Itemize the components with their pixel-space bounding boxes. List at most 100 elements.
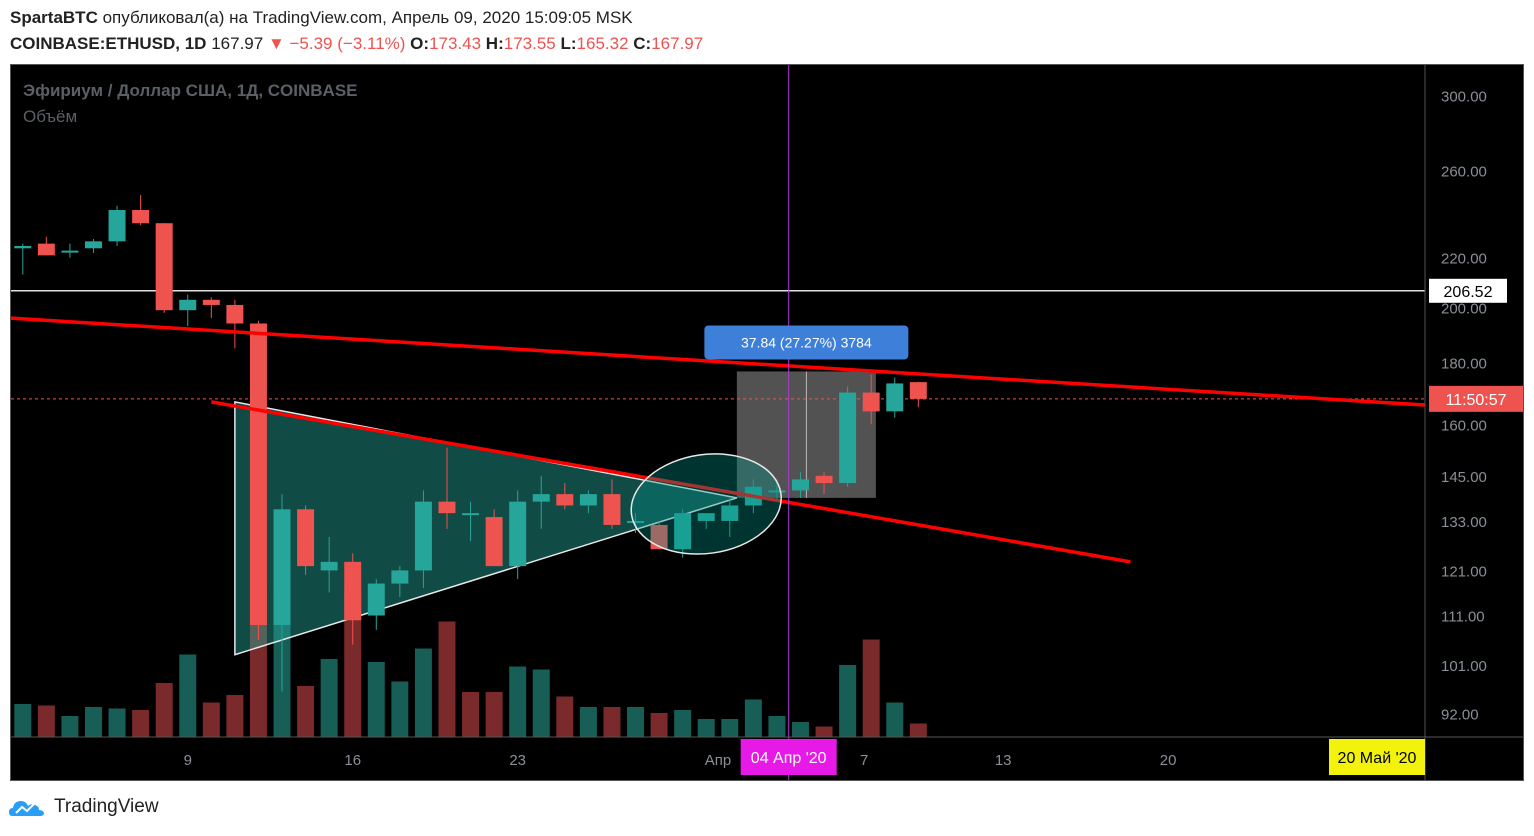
volume-bar	[579, 707, 597, 737]
volume-bar	[627, 707, 645, 737]
close-label: C:	[633, 34, 652, 53]
candle-body	[367, 583, 385, 616]
author-name[interactable]: SpartaBTC	[10, 8, 98, 27]
volume-bar	[839, 665, 857, 737]
measure-label-box	[704, 325, 909, 360]
countdown-tag-label: 11:50:57	[1445, 392, 1506, 409]
candle-body	[84, 241, 102, 249]
ohlc-info: COINBASE:ETHUSD, 1D 167.97 ▼ −5.39 (−3.1…	[10, 34, 703, 54]
volume-bar	[179, 654, 197, 737]
time-tick-label: 20	[1160, 752, 1177, 769]
volume-bar	[768, 716, 786, 737]
close-value: 167.97	[651, 34, 704, 53]
candle-body	[414, 501, 432, 571]
volume-bar	[532, 669, 550, 737]
open-value: 173.43	[429, 34, 482, 53]
candle-body	[132, 210, 150, 224]
volume-bar	[414, 648, 432, 737]
price-tick-label: 160.00	[1441, 417, 1487, 434]
high-value: 173.55	[503, 34, 556, 53]
candle-body	[155, 223, 173, 311]
candle-body	[886, 383, 904, 412]
time-tick-label: Апр	[705, 752, 731, 769]
down-arrow-icon: ▼	[267, 34, 285, 53]
low-value: 165.32	[576, 34, 629, 53]
volume-bar	[391, 681, 409, 737]
publish-info: SpartaBTC опубликовал(а) на TradingView.…	[10, 8, 633, 28]
price-tick-label: 101.00	[1441, 658, 1487, 675]
price-tick-label: 133.00	[1441, 514, 1487, 531]
volume-bar	[674, 710, 692, 737]
candle-body	[61, 250, 79, 253]
end-date-label: 20 Май '20	[1338, 750, 1417, 767]
price-tick-label: 260.00	[1441, 163, 1487, 180]
volume-bar	[108, 708, 126, 737]
price-tick-label: 220.00	[1441, 251, 1487, 268]
candle-body	[462, 513, 480, 516]
candle-body	[721, 505, 739, 521]
footer: TradingView	[8, 796, 159, 818]
trendline	[11, 316, 1426, 407]
price-tick-label: 180.00	[1441, 356, 1487, 373]
volume-bar	[14, 704, 32, 737]
price-chart[interactable]: 37.84 (27.27%) 3784 300.00 260.00 220.00 20 0…	[11, 65, 1523, 780]
volume-bar	[37, 705, 55, 737]
measure-label: 37.84 (27.27%) 3784	[741, 334, 872, 350]
countdown-tag	[1429, 385, 1523, 412]
volume-bar	[909, 723, 927, 737]
volume-bar	[438, 621, 456, 737]
candle-body	[532, 494, 550, 502]
price-tick-label: 300.00	[1441, 88, 1487, 105]
time-tick-label: 9	[184, 752, 192, 769]
volume-bar	[815, 726, 833, 737]
volume-bar	[744, 699, 762, 737]
candle-body	[791, 479, 809, 491]
volume-bar	[320, 659, 338, 737]
open-label: O:	[410, 34, 430, 53]
candle-body	[344, 561, 362, 621]
price-tick-label: 145.00	[1441, 469, 1487, 486]
time-tick-label: 13	[995, 752, 1012, 769]
candle-body	[909, 382, 927, 399]
candle-body	[226, 304, 244, 324]
volume-bar	[603, 707, 621, 737]
volume-bar	[886, 702, 904, 737]
candle-body	[391, 570, 409, 584]
candle-body	[603, 494, 621, 525]
volume-bar	[862, 639, 880, 737]
volume-bar	[697, 719, 715, 737]
crosshair-date-label: 04 Апр '20	[751, 750, 827, 767]
volume-bar	[226, 695, 244, 737]
volume-bar	[485, 692, 503, 737]
time-tick-label: 23	[509, 752, 526, 769]
candle-body	[273, 509, 291, 626]
crosshair-date-tag	[740, 739, 837, 775]
candle-body	[179, 299, 197, 311]
high-label: H:	[485, 34, 504, 53]
trendline	[211, 400, 1131, 564]
volume-bar	[155, 683, 173, 737]
volume-bar	[132, 710, 150, 737]
footer-brand[interactable]: TradingView	[54, 796, 159, 817]
chart-frame[interactable]: 37.84 (27.27%) 3784 300.00 260.00 220.00 20 0…	[10, 64, 1524, 781]
candle-body	[249, 323, 267, 626]
candle-body	[202, 299, 220, 305]
candle-body	[768, 490, 786, 493]
time-tick-label: 16	[344, 752, 361, 769]
time-tick-label: 7	[860, 752, 868, 769]
volume-bar	[650, 713, 668, 737]
volume-bar	[462, 692, 480, 737]
volume-bar	[509, 666, 527, 737]
volume-bar	[61, 716, 79, 737]
price-change: −5.39 (−3.11%)	[289, 34, 406, 53]
volume-bar	[202, 702, 220, 737]
candle-body	[697, 513, 715, 521]
consolidation-ellipse	[630, 453, 782, 555]
candle-body	[14, 245, 32, 249]
symbol-label: COINBASE:ETHUSD, 1D	[10, 34, 207, 53]
candle-body	[509, 501, 527, 567]
candle-body	[650, 524, 668, 550]
candle-body	[297, 509, 315, 567]
legend-volume: Объём	[23, 107, 78, 126]
candle-body	[862, 392, 880, 412]
